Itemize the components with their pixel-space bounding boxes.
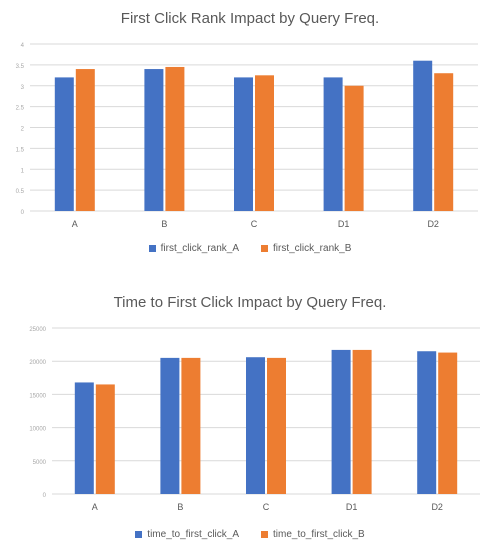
bar-time_to_first_click_B-C	[267, 357, 286, 494]
x-tick-label: A	[92, 502, 98, 512]
bar-first_click_rank_B-D2	[434, 73, 454, 211]
legend-label: first_click_rank_A	[160, 243, 239, 254]
chart-time-to-first-click: Time to First Click Impact by Query Freq…	[0, 280, 500, 548]
y-tick-label: 3.5	[16, 64, 25, 70]
legend-label: time_to_first_click_B	[273, 529, 365, 540]
bar-time_to_first_click_B-D2	[438, 352, 458, 494]
bar-first_click_rank_B-C	[255, 75, 274, 211]
bar-first_click_rank_B-D1	[344, 85, 364, 211]
x-tick-label: D1	[346, 502, 358, 512]
legend-swatch-icon	[148, 245, 156, 252]
legend-item-series-b: time_to_first_click_B	[261, 529, 365, 540]
chart-legend: time_to_first_click_A time_to_first_clic…	[0, 529, 500, 540]
bar-time_to_first_click_A-A	[74, 382, 94, 494]
x-tick-label: D2	[431, 502, 443, 512]
y-tick-label: 20000	[29, 360, 46, 366]
y-tick-label: 3	[21, 85, 25, 91]
y-tick-label: 0	[43, 493, 47, 499]
y-tick-label: 15000	[29, 393, 46, 399]
bar-time_to_first_click_B-B	[181, 357, 201, 494]
x-tick-label: B	[161, 219, 167, 229]
legend-label: first_click_rank_B	[273, 243, 352, 254]
y-tick-label: 1	[21, 168, 25, 174]
x-tick-label: D2	[427, 219, 439, 229]
legend-swatch-icon	[135, 531, 143, 538]
chart-plot: 0 5000 10000 15000 20000 25000 A B C D1 D2	[29, 327, 480, 512]
bar-first_click_rank_A-C	[234, 77, 253, 212]
bar-first_click_rank_B-A	[75, 69, 95, 211]
chart-legend: first_click_rank_A first_click_rank_B	[0, 243, 500, 254]
bar-time_to_first_click_A-D2	[417, 351, 437, 494]
chart-title: First Click Rank Impact by Query Freq.	[120, 10, 380, 27]
y-tick-label: 1.5	[16, 147, 25, 153]
legend-swatch-icon	[261, 531, 268, 538]
y-tick-label: 2.5	[16, 106, 25, 112]
x-tick-label: A	[72, 219, 78, 229]
bar-time_to_first_click_A-C	[246, 357, 265, 494]
chart-title: Time to First Click Impact by Query Freq…	[113, 294, 387, 311]
y-tick-label: 10000	[29, 427, 46, 433]
bar-time_to_first_click_A-D1	[331, 349, 351, 494]
legend-item-series-b: first_click_rank_B	[261, 243, 351, 254]
legend-item-series-a: first_click_rank_A	[148, 243, 239, 254]
legend-item-series-a: time_to_first_click_A	[135, 529, 239, 540]
y-tick-label: 25000	[29, 327, 46, 333]
y-tick-label: 0	[21, 210, 25, 216]
y-tick-label: 5000	[33, 460, 47, 466]
y-tick-label: 4	[21, 43, 25, 49]
bar-time_to_first_click_B-A	[95, 384, 115, 494]
bar-first_click_rank_A-D2	[413, 60, 433, 212]
bar-time_to_first_click_A-B	[160, 357, 180, 494]
legend-label: time_to_first_click_A	[147, 529, 239, 540]
bar-first_click_rank_A-B	[144, 69, 164, 211]
y-tick-label: 2	[21, 127, 25, 133]
x-tick-label: D1	[338, 219, 350, 229]
x-tick-label: B	[177, 502, 183, 512]
bar-first_click_rank_A-A	[54, 77, 74, 212]
legend-swatch-icon	[261, 245, 268, 252]
bar-first_click_rank_B-B	[165, 66, 185, 212]
x-tick-label: C	[251, 219, 258, 229]
chart-first-click-rank: First Click Rank Impact by Query Freq. 0…	[0, 0, 500, 270]
y-tick-label: 0.5	[16, 189, 25, 195]
chart-plot: 0 0.5 1 1.5 2 2.5 3 3.5 4 A B C D1 D2	[16, 43, 478, 229]
x-tick-label: C	[263, 502, 270, 512]
bar-first_click_rank_A-D1	[323, 77, 343, 212]
bar-time_to_first_click_B-D1	[352, 349, 372, 494]
